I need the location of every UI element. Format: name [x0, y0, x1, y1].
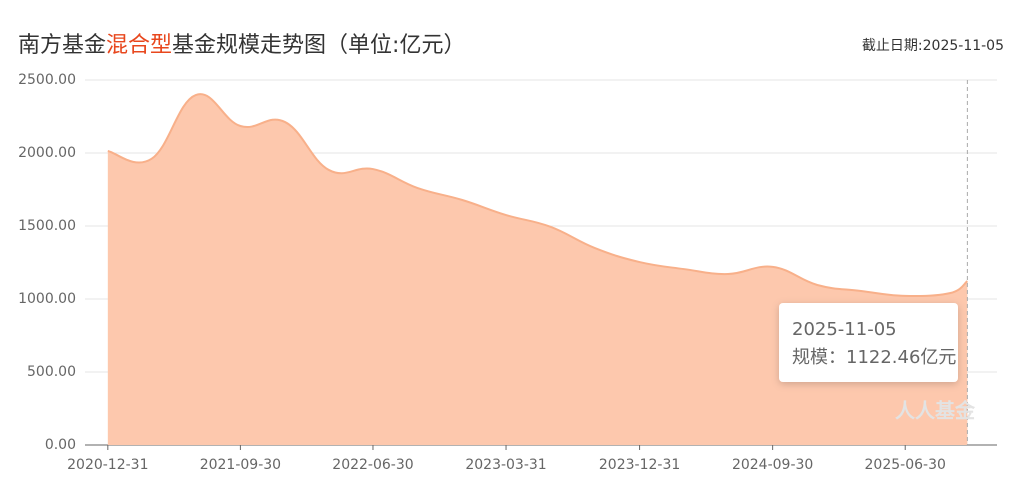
watermark: 人人基金	[895, 399, 976, 423]
y-tick-label: 2500.00	[18, 72, 76, 88]
area-line	[107, 93, 969, 298]
x-tick-label: 2023-12-31	[599, 457, 680, 473]
tooltip-date: 2025-11-05	[792, 319, 897, 340]
area-fill	[107, 94, 968, 446]
y-tick-label: 2000.00	[18, 145, 76, 161]
x-tick-label: 2024-09-30	[732, 457, 813, 473]
as-of-date: 截止日期:2025-11-05	[862, 38, 1004, 54]
grid: 0.00 500.00 1000.00 1500.00 2000.00 2500.00 20…	[18, 72, 997, 473]
tooltip-box	[779, 303, 958, 382]
x-tick-label: 2022-06-30	[332, 457, 413, 473]
y-tick-label: 1500.00	[18, 218, 76, 234]
x-tick-label: 2025-06-30	[865, 457, 946, 473]
plot-area	[107, 80, 969, 446]
y-tick-label: 1000.00	[18, 291, 76, 307]
x-tick-label: 2021-09-30	[200, 457, 281, 473]
x-tick-label: 2023-03-31	[465, 457, 546, 473]
y-tick-label: 500.00	[27, 364, 76, 380]
title-prefix: 南方基金	[18, 33, 106, 58]
tooltip: 2025-11-05 规模：1122.46亿元	[779, 303, 958, 382]
x-tick-label: 2020-12-31	[67, 457, 148, 473]
tooltip-value: 规模：1122.46亿元	[792, 347, 956, 368]
y-tick-label: 0.00	[45, 437, 76, 453]
title-highlight: 混合型	[106, 33, 172, 58]
chart-title: 南方基金混合型基金规模走势图（单位:亿元）	[18, 33, 465, 58]
title-suffix: 基金规模走势图（单位:亿元）	[172, 33, 465, 58]
